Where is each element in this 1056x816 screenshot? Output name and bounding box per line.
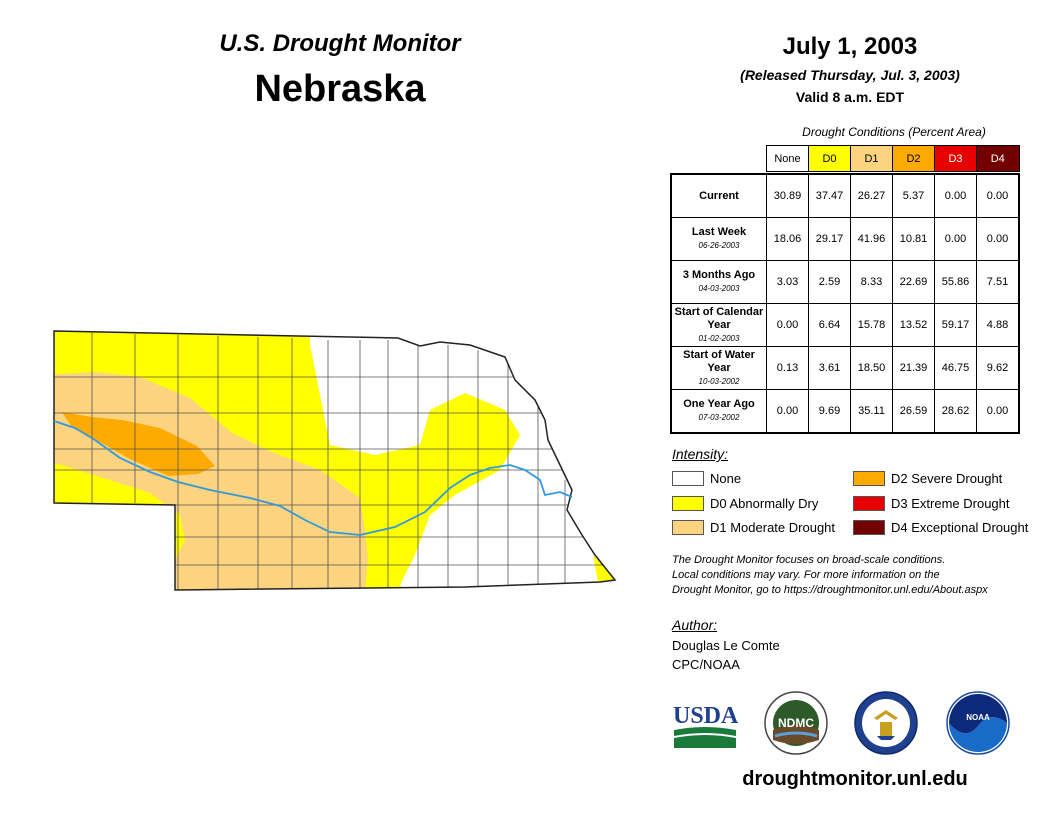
table-cell: 21.39 [892,346,935,390]
county-lines [54,333,610,590]
table-cell: 0.00 [976,389,1020,434]
svg-text:USDA: USDA [673,703,738,729]
legend-label: D1 Moderate Drought [710,520,836,535]
drought-conditions-table: None D0 D1 D2 D3 D4 Current 30.89 37.47 … [670,145,1020,434]
table-row-last-week: Last Week 06-26-2003 18.06 29.17 41.96 10… [670,217,1020,261]
map-date: July 1, 2003 [782,33,918,60]
row-label: Last Week 06-26-2003 [670,217,767,261]
table-cell: 10.81 [892,217,935,261]
table-row-one-year-ago: One Year Ago 07-03-2002 0.00 9.69 35.11 2… [670,389,1020,434]
column-header-d0: D0 [808,145,851,172]
column-header-d4: D4 [976,145,1020,172]
release-date: (Released Thursday, Jul. 3, 2003) [740,67,960,83]
legend-swatch [853,471,885,486]
table-cell: 26.27 [850,173,893,218]
disclaimer-note: The Drought Monitor focuses on broad-sca… [672,553,1052,598]
d0-area-se [593,555,615,582]
legend-swatch [853,496,885,511]
table-cell: 2.59 [808,260,851,304]
table-cell: 9.62 [976,346,1020,390]
row-label: Start of Water Year 10-03-2002 [670,346,767,390]
legend-label: D4 Exceptional Drought [891,520,1029,535]
legend-swatch [672,496,704,511]
table-row-3-months-ago: 3 Months Ago 04-03-2003 3.03 2.59 8.33 22… [670,260,1020,304]
table-cell: 18.50 [850,346,893,390]
note-line: Drought Monitor, go to https://droughtmo… [672,584,988,596]
note-line: The Drought Monitor focuses on broad-sca… [672,554,946,566]
row-label: One Year Ago 07-03-2002 [670,389,767,434]
table-row-start-of-calendar-year: Start of Calendar Year 01-02-2003 0.00 6.… [670,303,1020,347]
commerce-seal-logo [854,691,918,755]
table-cell: 30.89 [766,173,809,218]
legend-title: Intensity: [672,446,729,462]
column-header-d1: D1 [850,145,893,172]
usda-logo: USDA [673,703,738,748]
nebraska-drought-map [53,330,617,591]
author-name: Douglas Le Comte [672,638,780,653]
column-header-none: None [766,145,809,172]
table-cell: 5.37 [892,173,935,218]
row-label: Start of Calendar Year 01-02-2003 [670,303,767,347]
table-cell: 8.33 [850,260,893,304]
table-cell: 26.59 [892,389,935,434]
column-header-d2: D2 [892,145,935,172]
table-cell: 0.00 [976,173,1020,218]
noaa-logo: NOAA [946,691,1010,755]
table-cell: 7.51 [976,260,1020,304]
legend-swatch [853,520,885,535]
table-cell: 46.75 [934,346,977,390]
table-cell: 18.06 [766,217,809,261]
author-title: Author: [672,617,718,633]
table-cell: 59.17 [934,303,977,347]
nebraska-outline [53,330,617,591]
legend-label: None [710,471,742,486]
table-cell: 55.86 [934,260,977,304]
table-cell: 4.88 [976,303,1020,347]
ndmc-logo: NDMC [764,691,828,755]
table-cell: 22.69 [892,260,935,304]
valid-time: Valid 8 a.m. EDT [795,89,905,105]
table-cell: 0.00 [934,173,977,218]
table-row-start-of-water-year: Start of Water Year 10-03-2002 0.13 3.61 … [670,346,1020,390]
monitor-title: U.S. Drought Monitor [219,30,461,57]
table-header-row: None D0 D1 D2 D3 D4 [671,145,1020,172]
table-row-current: Current 30.89 37.47 26.27 5.37 0.00 0.00 [670,173,1020,218]
d2-area [62,412,215,476]
svg-text:NOAA: NOAA [966,713,990,722]
column-header-d3: D3 [934,145,977,172]
table-cell: 35.11 [850,389,893,434]
table-cell: 3.03 [766,260,809,304]
table-cell: 0.00 [934,217,977,261]
legend-swatch [672,520,704,535]
legend-swatch [672,471,704,486]
table-cell: 0.13 [766,346,809,390]
website-url[interactable]: droughtmonitor.unl.edu [742,768,968,790]
table-cell: 41.96 [850,217,893,261]
row-label: 3 Months Ago 04-03-2003 [670,260,767,304]
row-label: Current [670,173,767,218]
state-name: Nebraska [254,68,426,110]
svg-text:NDMC: NDMC [778,716,814,730]
table-caption: Drought Conditions (Percent Area) [802,125,986,139]
table-cell: 0.00 [766,303,809,347]
table-cell: 37.47 [808,173,851,218]
legend-label: D3 Extreme Drought [891,496,1010,511]
table-cell: 0.00 [976,217,1020,261]
table-cell: 28.62 [934,389,977,434]
legend-label: D0 Abnormally Dry [710,496,819,511]
table-cell: 13.52 [892,303,935,347]
author-org: CPC/NOAA [672,657,740,672]
table-cell: 29.17 [808,217,851,261]
table-cell: 0.00 [766,389,809,434]
table-cell: 6.64 [808,303,851,347]
table-cell: 15.78 [850,303,893,347]
legend-label: D2 Severe Drought [891,471,1003,486]
note-line: Local conditions may vary. For more info… [672,569,940,581]
table-cell: 9.69 [808,389,851,434]
table-cell: 3.61 [808,346,851,390]
platte-river [53,420,573,536]
